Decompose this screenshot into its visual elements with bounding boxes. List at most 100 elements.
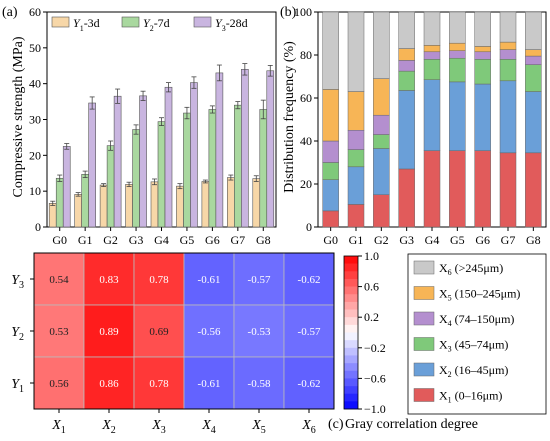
chart-c-colorbar: 1.0 0.6 0.2 −0.2 −0.6 −1.0 xyxy=(343,249,386,416)
chart-a-x-tick-label: G2 xyxy=(103,233,118,247)
chart-b-legend-label: X1 (0–16μm) xyxy=(439,389,502,405)
chart-c-cell-label: 0.83 xyxy=(99,274,119,286)
chart-b-y-tick-label: 100 xyxy=(294,5,312,19)
chart-c-colorbar-step xyxy=(344,401,358,410)
chart-c-y-tick-label-sub: 3 xyxy=(19,280,24,291)
chart-c-x-tick-label-sub: 5 xyxy=(261,425,266,436)
chart-a-bar xyxy=(157,121,166,228)
chart-c-x-tick-label: X6 xyxy=(301,418,316,436)
chart-b-bar-segment xyxy=(423,79,441,151)
chart-b-bar-segment xyxy=(423,51,441,60)
chart-b-bar-segment xyxy=(474,83,491,151)
chart-b-legend-label: X2 (16–45μm) xyxy=(439,363,508,379)
chart-c-colorbar-step xyxy=(344,271,358,280)
chart-b-bar-segment xyxy=(499,41,517,50)
chart-b-y-tick-label: 40 xyxy=(300,134,312,148)
chart-b-bar-segment xyxy=(347,166,365,205)
chart-c-cell-label: 0.54 xyxy=(49,274,69,286)
chart-a-grid-and-axes: 0 10 20 30 40 50 60 G0 G1 G2 G3 G4 G5 G6 G7 G8 xyxy=(29,5,277,247)
chart-b-bar-segment xyxy=(423,150,441,228)
chart-b-bar-segment xyxy=(449,81,466,151)
chart-b-legend-label-main: X xyxy=(439,312,448,326)
chart-b-bar-segment xyxy=(449,57,466,83)
chart-c-x-tick-label-sub: 6 xyxy=(311,425,316,436)
chart-a-bar xyxy=(266,70,275,228)
chart-b-bar-segment xyxy=(449,50,466,59)
chart-b-legend-swatch xyxy=(413,337,435,351)
chart-b-bars xyxy=(322,11,542,228)
chart-b-bar-segment xyxy=(449,42,466,51)
chart-b-legend-label-sub: 1 xyxy=(448,396,452,405)
chart-b-bar-segment xyxy=(398,90,415,170)
chart-a-x-tick-label: G0 xyxy=(52,233,67,247)
chart-c-cell-label: -0.61 xyxy=(198,378,221,390)
chart-a-x-tick-label: G5 xyxy=(180,233,195,247)
chart-b-bar-segment xyxy=(398,70,415,91)
chart-b-bar-segment xyxy=(423,45,441,53)
chart-a-legend-label-sub: 2 xyxy=(150,24,154,33)
chart-c-colorbar-step xyxy=(344,386,358,394)
chart-a-bar xyxy=(125,184,133,228)
chart-b-bar-segment xyxy=(322,162,339,180)
chart-a-legend-swatch xyxy=(51,16,70,28)
chart-b-bar-segment xyxy=(525,91,542,154)
chart-b-legend-swatch xyxy=(413,260,435,275)
chart-a-legend-swatch xyxy=(121,16,140,28)
chart-c-y-tick-label-main: Y xyxy=(11,273,21,288)
chart-b-x-tick-label: G0 xyxy=(323,233,338,247)
chart-a-bar xyxy=(234,104,242,228)
chart-c-x-tick-label-main: X xyxy=(251,418,261,433)
chart-a-legend-label: Y1-3d xyxy=(73,16,100,33)
chart-a-legend-label-sub: 1 xyxy=(80,24,84,33)
chart-b-bar-segment xyxy=(449,150,466,228)
chart-b-legend-label-sub: 5 xyxy=(448,294,452,303)
chart-a-x-tick-label: G6 xyxy=(205,233,220,247)
chart-b-y-axis-label: Distribution frequency (%) xyxy=(282,41,297,193)
chart-b-bar-segment xyxy=(347,130,365,150)
chart-a-bar xyxy=(208,109,217,228)
chart-b-bar-segment xyxy=(373,114,390,135)
chart-c-colorbar-step xyxy=(344,294,358,303)
chart-c-y-tick-label: Y3 xyxy=(11,273,24,291)
chart-a-x-tick-label: G8 xyxy=(256,233,271,247)
chart-b-bar-segment xyxy=(525,49,542,57)
chart-c-y-tick-label-sub: 2 xyxy=(19,332,24,343)
chart-c-colorbar-tick-label: −0.2 xyxy=(364,341,386,355)
chart-b-bar-segment xyxy=(398,60,415,72)
chart-b-legend: X6 (>245μm)X5 (150–245μm)X4 (74–150μm)X3… xyxy=(407,253,547,415)
chart-a-y-tick-label: 60 xyxy=(29,5,41,19)
chart-b-bar-segment xyxy=(322,89,339,142)
chart-a-bar xyxy=(88,102,96,228)
chart-b-bar-segment xyxy=(474,59,491,85)
chart-b-bar-segment xyxy=(499,80,517,154)
chart-b-bar-segment xyxy=(423,11,441,46)
chart-b-legend-label-main: X xyxy=(439,389,448,403)
chart-c-x-tick-label: X1 xyxy=(51,418,66,436)
chart-b: (b) 0 20 40 60 80 100 G0 G1 G2 G3 G4 G5 G6 G7 G8 Distr… xyxy=(280,5,547,247)
chart-b-bar-segment xyxy=(525,64,542,92)
chart-c-cell-label: 0.53 xyxy=(49,326,69,338)
chart-a-legend: Y1-3d Y2-7d Y3-28d xyxy=(51,16,248,33)
chart-c-cell xyxy=(133,252,185,306)
chart-c-x-tick-label: X3 xyxy=(151,418,166,436)
chart-b-bar-segment xyxy=(449,11,466,44)
chart-b-legend-label-suffix: (0–16μm) xyxy=(452,389,503,403)
chart-c-x-tick-label-sub: 1 xyxy=(61,425,66,436)
chart-b-bar-segment xyxy=(347,91,365,131)
chart-b-bar-segment xyxy=(499,152,517,228)
chart-c-cell-label: -0.53 xyxy=(248,326,271,338)
chart-c-colorbar-step xyxy=(344,317,358,326)
chart-b-bar-segment xyxy=(525,11,542,50)
chart-c-colorbar-step xyxy=(344,363,358,372)
chart-a-x-tick-label: G1 xyxy=(78,233,93,247)
chart-a-legend-label-suffix: -7d xyxy=(154,16,170,30)
chart-a-bar xyxy=(241,69,249,228)
chart-b-bar-segment xyxy=(499,11,517,43)
chart-c-colorbar-step xyxy=(344,278,358,287)
chart-c-cell xyxy=(133,356,185,410)
chart-b-legend-label-sub: 4 xyxy=(448,319,452,328)
chart-a-bar xyxy=(190,82,198,228)
chart-c-cell-label: 0.69 xyxy=(149,326,169,338)
chart-b-legend-swatch xyxy=(413,311,435,326)
